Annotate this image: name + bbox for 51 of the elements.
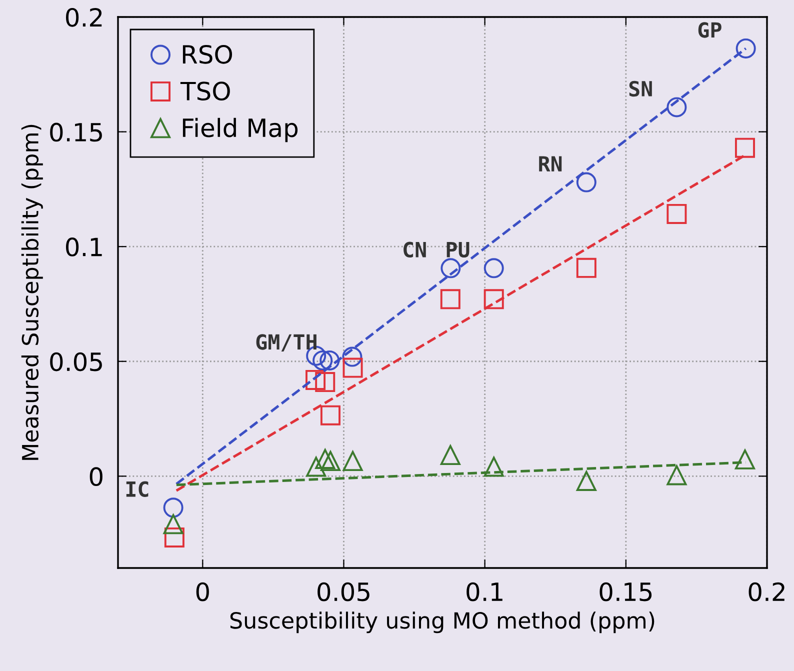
y-tick-label: 0.15 xyxy=(50,122,102,142)
point xyxy=(734,449,755,470)
point xyxy=(576,172,596,192)
legend-label: RSO xyxy=(182,44,232,64)
annotation: PU xyxy=(446,242,470,258)
point xyxy=(315,448,336,469)
annotation: RN xyxy=(539,156,562,172)
point xyxy=(315,372,336,392)
point xyxy=(440,258,461,278)
point xyxy=(666,204,687,224)
y-tick-label: 0 xyxy=(90,467,102,486)
x-tick-label: 0.15 xyxy=(600,582,652,602)
point xyxy=(342,346,362,367)
point xyxy=(484,289,504,310)
point xyxy=(320,405,340,426)
point xyxy=(164,527,184,548)
legend-label: TSO xyxy=(180,82,230,101)
point xyxy=(342,358,363,378)
legend-label: Field Map xyxy=(182,118,298,142)
point xyxy=(306,370,326,390)
point xyxy=(484,456,504,477)
y-axis-title: Measured Susceptibility (ppm) xyxy=(21,124,43,460)
point xyxy=(484,258,504,278)
point xyxy=(342,451,363,472)
point xyxy=(736,38,756,58)
point xyxy=(163,498,184,518)
point xyxy=(306,456,326,477)
y-tick-label: 0.2 xyxy=(66,8,102,27)
point xyxy=(666,465,687,486)
y-tick-label: 0.05 xyxy=(50,352,102,372)
annotation: GM/TH xyxy=(256,334,316,352)
x-axis-title: Susceptibility using MO method (ppm) xyxy=(230,612,654,634)
point xyxy=(734,138,755,158)
point xyxy=(163,514,184,534)
annotation: IC xyxy=(126,481,148,497)
point xyxy=(666,97,687,118)
point xyxy=(440,445,460,466)
annotation: CN xyxy=(404,242,426,258)
x-tick-label: 0 xyxy=(196,582,209,602)
point xyxy=(576,258,596,278)
point xyxy=(312,350,333,370)
annotation: GP xyxy=(698,22,722,38)
x-tick-label: 0.2 xyxy=(748,582,784,602)
y-tick-label: 0.1 xyxy=(66,238,102,256)
point xyxy=(320,451,340,472)
point xyxy=(320,350,340,370)
x-tick-label: 0.05 xyxy=(318,582,370,602)
x-tick-label: 0.1 xyxy=(466,582,502,602)
annotation: SN xyxy=(629,80,652,97)
point xyxy=(576,470,596,491)
point xyxy=(440,289,460,310)
